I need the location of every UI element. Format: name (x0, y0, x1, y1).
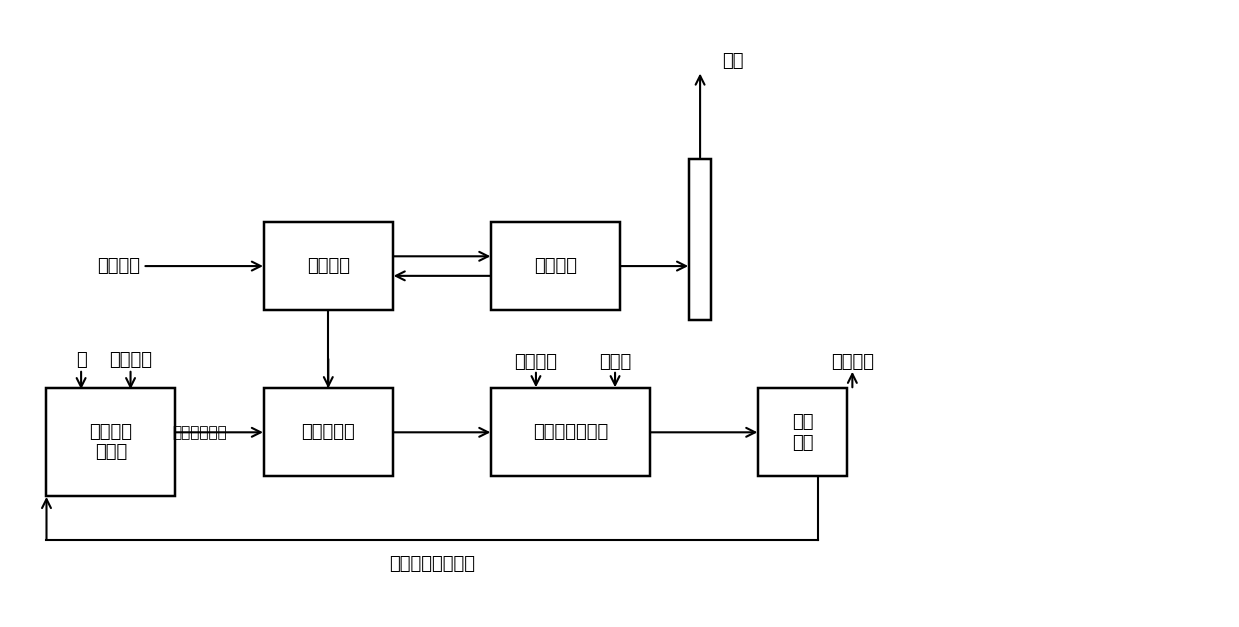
Text: 氢氧化钠溶液: 氢氧化钠溶液 (172, 425, 227, 440)
Text: 脱硫石膏: 脱硫石膏 (831, 353, 873, 371)
Text: 硫酸尾气: 硫酸尾气 (98, 257, 140, 275)
Bar (492, 388, 649, 477)
Text: 氢氧化钠再生槽: 氢氧化钠再生槽 (533, 423, 608, 441)
Text: 压缩空气: 压缩空气 (514, 353, 558, 371)
Bar (689, 159, 711, 320)
Bar (264, 222, 393, 310)
Bar (758, 388, 847, 477)
Text: 氢氧化钠: 氢氧化钠 (109, 350, 152, 369)
Bar (492, 222, 620, 310)
Bar (47, 388, 175, 496)
Text: 氢氧化钠
配置槽: 氢氧化钠 配置槽 (89, 423, 133, 461)
Text: 洗涤循环槽: 洗涤循环槽 (301, 423, 356, 441)
Text: 除沫装置: 除沫装置 (534, 257, 577, 275)
Text: 排空: 排空 (722, 51, 743, 70)
Bar (264, 388, 393, 477)
Text: 再生氢氧化钠溶液: 再生氢氧化钠溶液 (389, 556, 475, 573)
Text: 石灰乳: 石灰乳 (598, 353, 631, 371)
Text: 分离
装置: 分离 装置 (792, 413, 814, 451)
Text: 水: 水 (76, 350, 87, 369)
Text: 洗涤装置: 洗涤装置 (307, 257, 349, 275)
